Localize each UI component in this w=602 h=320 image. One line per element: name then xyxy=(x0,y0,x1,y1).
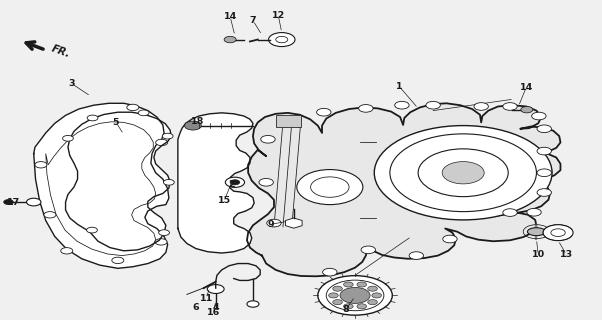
Circle shape xyxy=(503,103,517,110)
Polygon shape xyxy=(285,218,302,228)
Circle shape xyxy=(61,248,73,254)
Circle shape xyxy=(87,227,98,233)
Circle shape xyxy=(474,103,488,110)
Circle shape xyxy=(163,133,173,139)
Polygon shape xyxy=(276,116,301,126)
Circle shape xyxy=(409,252,424,260)
Circle shape xyxy=(503,209,517,216)
Circle shape xyxy=(63,135,73,141)
Text: 1: 1 xyxy=(396,82,403,91)
Circle shape xyxy=(359,105,373,112)
Text: 4: 4 xyxy=(213,303,219,312)
Circle shape xyxy=(159,230,170,236)
Text: 14: 14 xyxy=(520,83,533,92)
Circle shape xyxy=(112,257,124,264)
Text: 14: 14 xyxy=(223,12,237,21)
Text: 2: 2 xyxy=(228,180,235,189)
Text: 5: 5 xyxy=(113,118,119,127)
Circle shape xyxy=(4,199,13,204)
Circle shape xyxy=(357,282,367,287)
Circle shape xyxy=(225,177,244,188)
Circle shape xyxy=(537,147,551,155)
Circle shape xyxy=(184,121,201,130)
Circle shape xyxy=(442,235,457,243)
Circle shape xyxy=(368,286,377,291)
Circle shape xyxy=(155,239,167,245)
Circle shape xyxy=(344,282,353,287)
Circle shape xyxy=(357,304,367,309)
Text: 17: 17 xyxy=(7,197,20,206)
Circle shape xyxy=(247,301,259,307)
Polygon shape xyxy=(178,113,254,253)
Text: 10: 10 xyxy=(532,251,545,260)
Circle shape xyxy=(230,180,240,185)
Circle shape xyxy=(532,112,546,120)
Circle shape xyxy=(317,108,331,116)
Polygon shape xyxy=(247,103,560,276)
Text: 11: 11 xyxy=(199,294,213,303)
Circle shape xyxy=(26,198,41,206)
Text: 9: 9 xyxy=(268,220,275,229)
Circle shape xyxy=(267,219,281,227)
Circle shape xyxy=(372,293,382,298)
Circle shape xyxy=(521,107,533,113)
Text: 3: 3 xyxy=(68,79,75,88)
Circle shape xyxy=(268,33,295,47)
Text: 13: 13 xyxy=(560,251,573,260)
Circle shape xyxy=(35,162,47,168)
Text: 6: 6 xyxy=(193,303,199,312)
Circle shape xyxy=(87,115,98,121)
Circle shape xyxy=(323,268,337,276)
Circle shape xyxy=(543,225,573,241)
Circle shape xyxy=(442,162,484,184)
Circle shape xyxy=(361,246,376,254)
Text: 15: 15 xyxy=(217,196,231,205)
Text: 7: 7 xyxy=(250,16,256,25)
Circle shape xyxy=(164,180,174,185)
Text: 12: 12 xyxy=(272,11,285,20)
Text: 18: 18 xyxy=(191,116,205,126)
Circle shape xyxy=(527,208,541,216)
Circle shape xyxy=(207,284,224,293)
Circle shape xyxy=(344,304,353,309)
Circle shape xyxy=(368,300,377,305)
Circle shape xyxy=(340,287,370,303)
Circle shape xyxy=(374,125,552,220)
Circle shape xyxy=(297,170,363,204)
Circle shape xyxy=(329,293,338,298)
Circle shape xyxy=(127,104,139,111)
Text: FR.: FR. xyxy=(50,44,72,60)
Circle shape xyxy=(537,169,551,177)
Circle shape xyxy=(261,135,275,143)
Circle shape xyxy=(44,212,56,218)
Circle shape xyxy=(537,125,551,132)
Circle shape xyxy=(426,101,440,109)
Circle shape xyxy=(259,179,273,186)
Polygon shape xyxy=(34,103,169,268)
Ellipse shape xyxy=(527,228,545,236)
Text: 8: 8 xyxy=(343,305,349,314)
Circle shape xyxy=(138,110,149,116)
Circle shape xyxy=(537,189,551,196)
Circle shape xyxy=(318,276,393,315)
Circle shape xyxy=(395,101,409,109)
Circle shape xyxy=(224,36,236,43)
Text: 16: 16 xyxy=(207,308,220,317)
Circle shape xyxy=(156,139,168,146)
Circle shape xyxy=(333,300,343,305)
Circle shape xyxy=(333,286,343,291)
Polygon shape xyxy=(66,112,171,251)
